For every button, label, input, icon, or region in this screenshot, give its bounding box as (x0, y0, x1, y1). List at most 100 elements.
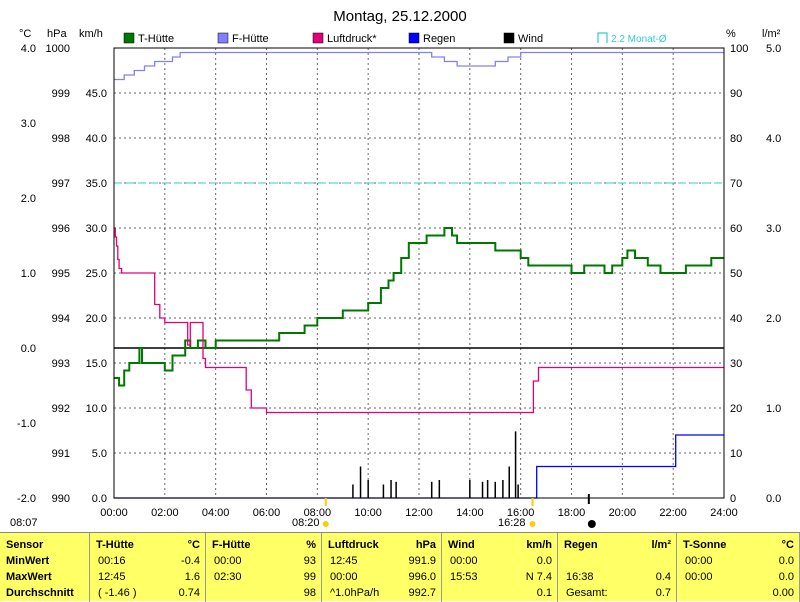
rain-tick-label: 2.0 (766, 313, 781, 325)
sensor-value: 996.0 (408, 571, 436, 583)
wind-tick-label: 20.0 (86, 313, 107, 325)
legend-label: Regen (423, 33, 455, 45)
temp-unit-label: °C (19, 28, 31, 40)
sensor-value: 98 (303, 587, 316, 599)
humidity-tick-label: 40 (730, 313, 742, 325)
temp-tick-label: 1.0 (21, 268, 36, 280)
sensor-name: Luftdruck (328, 539, 379, 551)
sun-marker-icon (529, 521, 536, 527)
x-tick-label: 24:00 (710, 507, 738, 519)
legend-label: F-Hütte (232, 33, 269, 45)
pressure-tick-label: 991 (52, 448, 70, 460)
chart-title: Montag, 25.12.2000 (333, 8, 466, 25)
chart-grid (114, 48, 724, 498)
x-tick-label: 14:00 (456, 507, 484, 519)
row-label: MaxWert (6, 571, 52, 583)
sensor-unit: l/m² (651, 539, 671, 551)
humidity-tick-label: 80 (730, 133, 742, 145)
sensor-value: 99 (303, 571, 316, 583)
wind-tick-label: 0.0 (92, 493, 107, 505)
x-tick-label: 22:00 (659, 507, 687, 519)
sensor-name: Wind (448, 539, 475, 551)
wind-tick-label: 5.0 (92, 448, 107, 460)
sensor-time: 16:38 (566, 571, 594, 583)
humidity-tick-label: 90 (730, 88, 742, 100)
series-fhtte-line (114, 51, 724, 81)
pressure-tick-label: 994 (52, 313, 70, 325)
temp-tick-label: -1.0 (17, 418, 36, 430)
sensor-value: 0.4 (655, 571, 671, 583)
legend-label: Luftdruck* (327, 33, 377, 45)
chart-legend: T-Hütte F-Hütte Luftdruck* Regen Wind 2.2 Mon… (123, 32, 667, 45)
x-tick-label: 06:00 (253, 507, 281, 519)
row-label: MinWert (6, 555, 50, 567)
wind-tick-label: 15.0 (86, 358, 107, 370)
wind-tick-label: 10.0 (86, 403, 107, 415)
sensor-value: 1.6 (184, 571, 200, 583)
sensor-value: 93 (303, 555, 316, 567)
humidity-tick-label: 20 (730, 403, 742, 415)
rain-tick-label: 4.0 (766, 133, 781, 145)
wind-unit-label: km/h (79, 28, 103, 40)
axis-ticks: 00:00 02:00 04:00 06:00 08:00 10:00 12:00 14:00… (17, 43, 781, 528)
sensor-time: 00:00 (450, 555, 478, 567)
sunrise-label: 08:20 (292, 517, 320, 529)
wind-tick-label: 45.0 (86, 88, 107, 100)
rain-tick-label: 3.0 (766, 223, 781, 235)
wind-tick-label: 25.0 (86, 268, 107, 280)
pressure-tick-label: 999 (52, 88, 70, 100)
pressure-tick-label: 993 (52, 358, 70, 370)
legend-swatch (312, 32, 324, 44)
sensor-name: T-Hütte (96, 539, 134, 551)
sensor-time: 15:53 (450, 571, 478, 583)
sunset-label: 16:28 (498, 517, 526, 529)
sensor-time: 00:00 (685, 555, 713, 567)
temp-tick-label: 4.0 (21, 43, 36, 55)
sensor-name: Regen (564, 539, 598, 551)
rain-tick-label: 1.0 (766, 403, 781, 415)
sensor-value: N 7.4 (525, 571, 552, 583)
moon-icon (587, 520, 596, 528)
sensor-unit: °C (187, 539, 200, 551)
wind-tick-label: 40.0 (86, 133, 107, 145)
sensor-column: Luftdruck hPa 12:45 991.9 00:00 996.0 ^1.0hPa/… (322, 533, 442, 602)
sensor-value: 0.7 (655, 587, 671, 599)
temp-tick-label: -2.0 (17, 493, 36, 505)
sensor-value: 0.0 (778, 555, 794, 567)
plot-area (114, 51, 724, 499)
humidity-tick-label: 0 (730, 493, 736, 505)
sensor-time: 00:00 (685, 571, 713, 583)
series-thtte-line (114, 227, 724, 387)
sensor-time: 00:00 (214, 555, 242, 567)
humidity-tick-label: 60 (730, 223, 742, 235)
legend-swatch (217, 32, 229, 44)
sensor-time: ( -1.46 ) (98, 587, 137, 599)
sensor-value: -0.4 (181, 555, 200, 567)
temp-tick-label: 3.0 (21, 118, 36, 130)
legend-label: Wind (518, 33, 543, 45)
weather-chart: Montag, 25.12.2000 °C hPa km/h % l/m² T-… (10, 8, 781, 529)
legend-swatch (408, 32, 420, 44)
legend-swatch (503, 32, 515, 44)
legend-label: T-Hütte (138, 33, 174, 45)
sensor-value: 991.9 (408, 555, 436, 567)
x-tick-label: 00:00 (100, 507, 128, 519)
legend-swatch (123, 32, 135, 44)
sensor-unit: km/h (526, 539, 552, 551)
x-tick-label: 04:00 (202, 507, 230, 519)
x-tick-label: 08:00 (304, 507, 332, 519)
left-time-label: 08:07 (10, 517, 38, 529)
pressure-tick-label: 996 (52, 223, 70, 235)
sensor-value: 0.74 (178, 587, 200, 599)
pressure-unit-label: hPa (47, 28, 67, 40)
sensor-column: Wind km/h 00:00 0.0 15:53 N 7.4 0.1 (442, 533, 558, 602)
sensor-value: 0.00 (772, 587, 794, 599)
x-tick-label: 12:00 (405, 507, 433, 519)
pressure-tick-label: 995 (52, 268, 70, 280)
humidity-tick-label: 30 (730, 358, 742, 370)
pressure-tick-label: 1000 (46, 43, 70, 55)
sensor-time: 00:00 (330, 571, 358, 583)
x-tick-label: 10:00 (354, 507, 382, 519)
humidity-tick-label: 10 (730, 448, 742, 460)
sensor-time: Gesamt: (566, 587, 608, 599)
